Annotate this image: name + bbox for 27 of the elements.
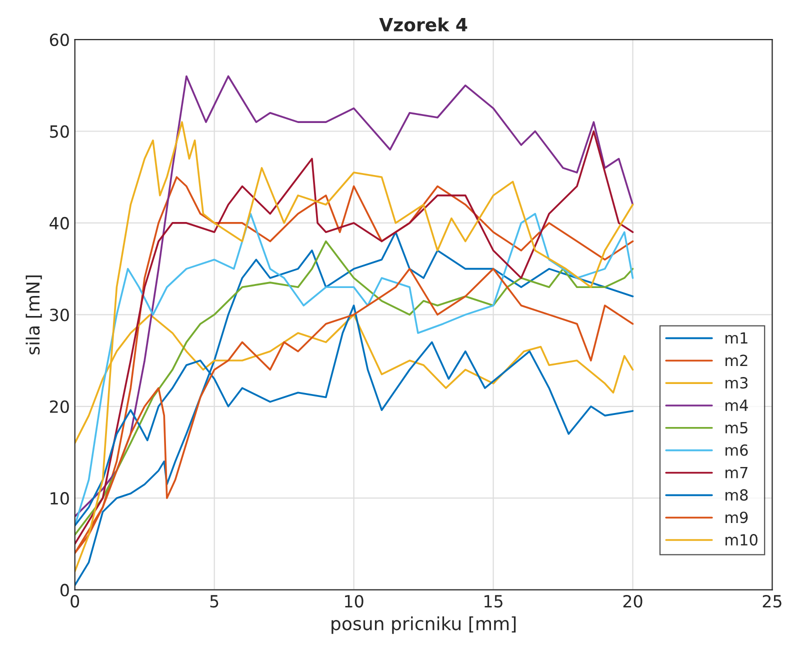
- x-tick-label: 25: [762, 594, 782, 608]
- y-tick-label: 40: [50, 216, 69, 230]
- legend-label: m5: [726, 422, 748, 434]
- legend-label: m3: [726, 377, 748, 389]
- legend-label: m6: [726, 444, 748, 456]
- x-tick-label: 20: [623, 594, 642, 608]
- legend-label: m8: [726, 489, 748, 501]
- legend-label: m10: [726, 534, 758, 546]
- x-axis-title: posun pricniku [mm]: [332, 616, 516, 634]
- x-tick-label: 5: [210, 595, 218, 608]
- y-tick-label: 10: [50, 492, 69, 505]
- chart-title: Vzorek 4: [379, 17, 468, 32]
- legend-label: m9: [726, 512, 748, 524]
- y-axis-title: sila [mN]: [26, 276, 42, 354]
- line-series: [74, 75, 634, 518]
- legend-label: m1: [726, 332, 748, 344]
- x-tick-label: 15: [484, 595, 502, 608]
- y-tick-label: 0: [60, 584, 69, 596]
- y-tick-label: 60: [50, 34, 69, 46]
- legend-label: m2: [726, 354, 748, 366]
- legend-label: m4: [726, 400, 748, 411]
- x-tick-label: 10: [345, 594, 364, 608]
- y-tick-label: 20: [50, 400, 69, 413]
- y-tick-label: 30: [50, 308, 69, 322]
- y-tick-label: 50: [50, 125, 69, 138]
- x-tick-label: 0: [70, 594, 80, 608]
- legend-label: m7: [726, 466, 748, 478]
